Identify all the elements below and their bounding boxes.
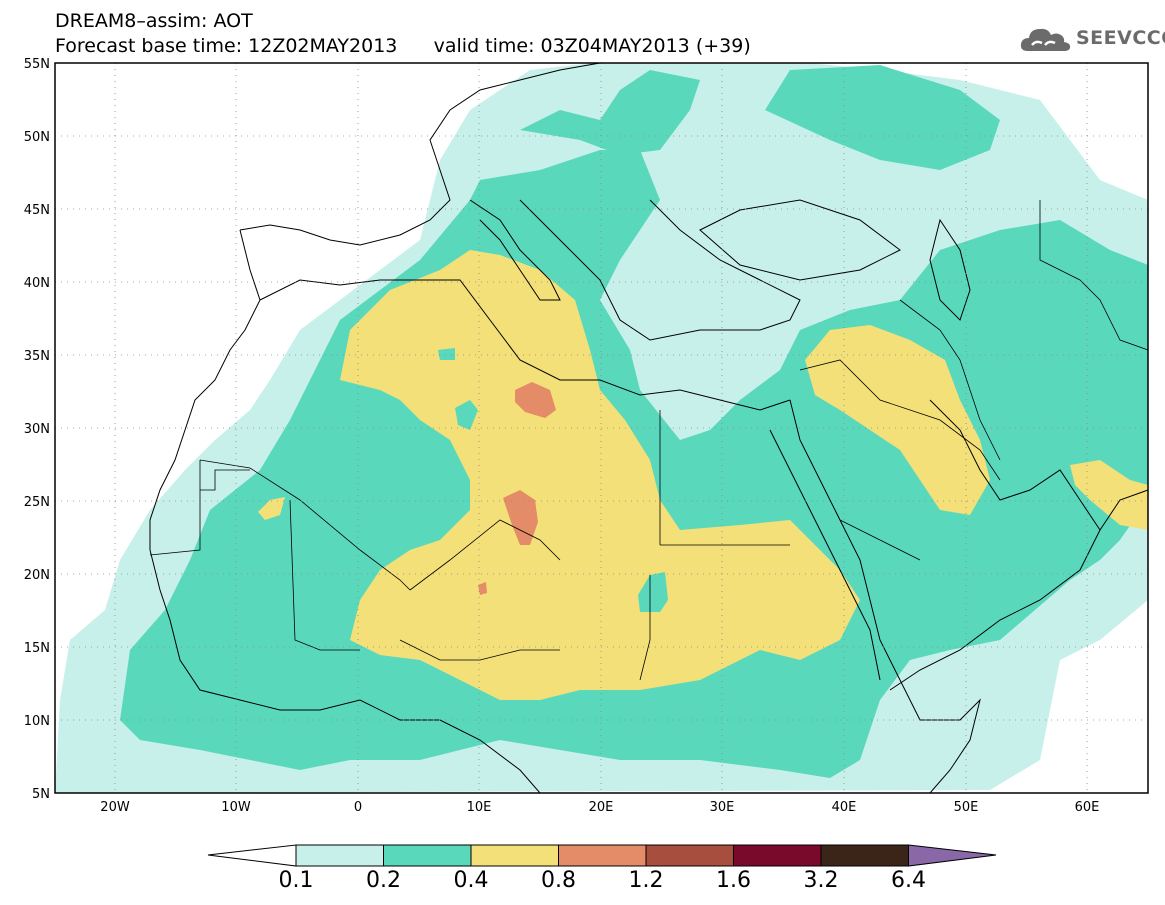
lat-tick-30n: 30N — [24, 422, 50, 437]
colorbar-swatch-4 — [558, 844, 647, 867]
coastline-black-sea — [699, 199, 901, 281]
aot-contour-0.4-arabia — [805, 325, 990, 515]
coastline-iran-pakistan — [1099, 489, 1148, 531]
lat-tick-20n: 20N — [24, 568, 50, 583]
lon-tick-labels: 20W 10W 0 10E 20E 30E 40E 50E 60E — [100, 800, 1099, 815]
colorbar-swatch-6 — [733, 844, 822, 867]
border-algeria-mali — [199, 459, 411, 591]
lon-tick-20e: 20E — [589, 800, 614, 815]
lat-tick-40n: 40N — [24, 276, 50, 291]
lon-tick-10e: 10E — [467, 800, 492, 815]
coastlines — [149, 63, 1148, 793]
colorbar-swatch-5 — [645, 844, 734, 867]
map-title: DREAM8–assim: AOT — [55, 10, 253, 32]
aot-contour-0.2-northeast — [765, 65, 1000, 170]
aot-hole-sudan — [638, 572, 668, 612]
coastline-balkans-turkey — [519, 199, 801, 341]
border-saudi — [799, 359, 1001, 561]
border-iran — [899, 200, 1148, 461]
lat-tick-15n: 15N — [24, 641, 50, 656]
colorbar-high-arrow — [908, 844, 997, 867]
lat-tick-45n: 45N — [24, 203, 50, 218]
map-frame — [54, 62, 1149, 794]
colorbar-label-0.4: 0.4 — [453, 868, 489, 893]
coastline-west-africa — [149, 229, 541, 793]
colorbar-label-3.2: 3.2 — [803, 868, 839, 893]
colorbar — [207, 844, 997, 867]
colorbar-label-1.2: 1.2 — [628, 868, 664, 893]
colorbar-label-0.1: 0.1 — [278, 868, 314, 893]
lat-tick-25n: 25N — [24, 495, 50, 510]
colorbar-label-0.8: 0.8 — [541, 868, 576, 893]
aot-hole-tunisia — [455, 400, 478, 430]
seevccc-logo: SEEVCCC — [1018, 23, 1165, 55]
border-sudan-chad — [639, 575, 651, 681]
aot-contour-0.2-north — [520, 70, 700, 155]
border-mali-east — [289, 499, 360, 651]
colorbar-swatch-7 — [820, 844, 909, 867]
lon-tick-30e: 30E — [710, 800, 735, 815]
coastline-italy — [469, 199, 561, 301]
colorbar-label-1.6: 1.6 — [716, 868, 751, 893]
cloud-icon — [1020, 28, 1071, 51]
colorbar-label-0.2: 0.2 — [366, 868, 401, 893]
aot-contour-0.4-mauritania — [258, 497, 285, 520]
colorbar-swatch-1 — [295, 844, 384, 867]
aot-contour-0.4 — [340, 250, 860, 700]
map-plot-area — [55, 63, 1148, 793]
lat-tick-10n: 10N — [24, 714, 50, 729]
lon-tick-10w: 10W — [221, 800, 251, 815]
coastline-iberia-france — [239, 63, 601, 246]
lon-tick-60e: 60E — [1075, 800, 1100, 815]
aot-contour-0.8-libya-north — [515, 382, 556, 418]
aot-contour-0.8-libya-south — [503, 490, 538, 545]
lat-tick-50n: 50N — [24, 130, 50, 145]
lon-tick-0: 0 — [354, 800, 362, 815]
aot-hole-algeria — [438, 348, 455, 360]
lat-tick-35n: 35N — [24, 349, 50, 364]
border-libya-chad — [409, 519, 561, 591]
border-niger-nigeria — [399, 639, 560, 661]
colorbar-low-arrow — [207, 844, 297, 867]
lat-tick-55n: 55N — [24, 57, 50, 72]
border-mauritania — [149, 460, 250, 556]
lon-tick-50e: 50E — [954, 800, 979, 815]
coastline-caspian — [929, 218, 971, 321]
colorbar-swatch-3 — [470, 844, 559, 867]
colorbar-label-6.4: 6.4 — [891, 868, 926, 893]
coastline-north-africa — [259, 279, 791, 411]
aot-contour-0.4-oman — [1070, 460, 1148, 530]
lat-tick-5n: 5N — [32, 787, 50, 802]
lon-tick-40e: 40E — [832, 800, 857, 815]
aot-contour-0.8-niger — [478, 582, 487, 595]
lon-tick-20w: 20W — [100, 800, 130, 815]
coastline-red-sea — [769, 399, 901, 681]
colorbar-swatch-2 — [383, 844, 472, 867]
lat-tick-labels: 5N 10N 15N 20N 25N 30N 35N 40N 45N 50N 5… — [24, 57, 50, 802]
country-borders — [149, 200, 1148, 681]
coastline-gulf — [889, 399, 1101, 691]
map-grid — [55, 63, 1148, 793]
map-subtitle: Forecast base time: 12Z02MAY2013 valid t… — [55, 35, 751, 57]
logo-text: SEEVCCC — [1076, 27, 1165, 49]
